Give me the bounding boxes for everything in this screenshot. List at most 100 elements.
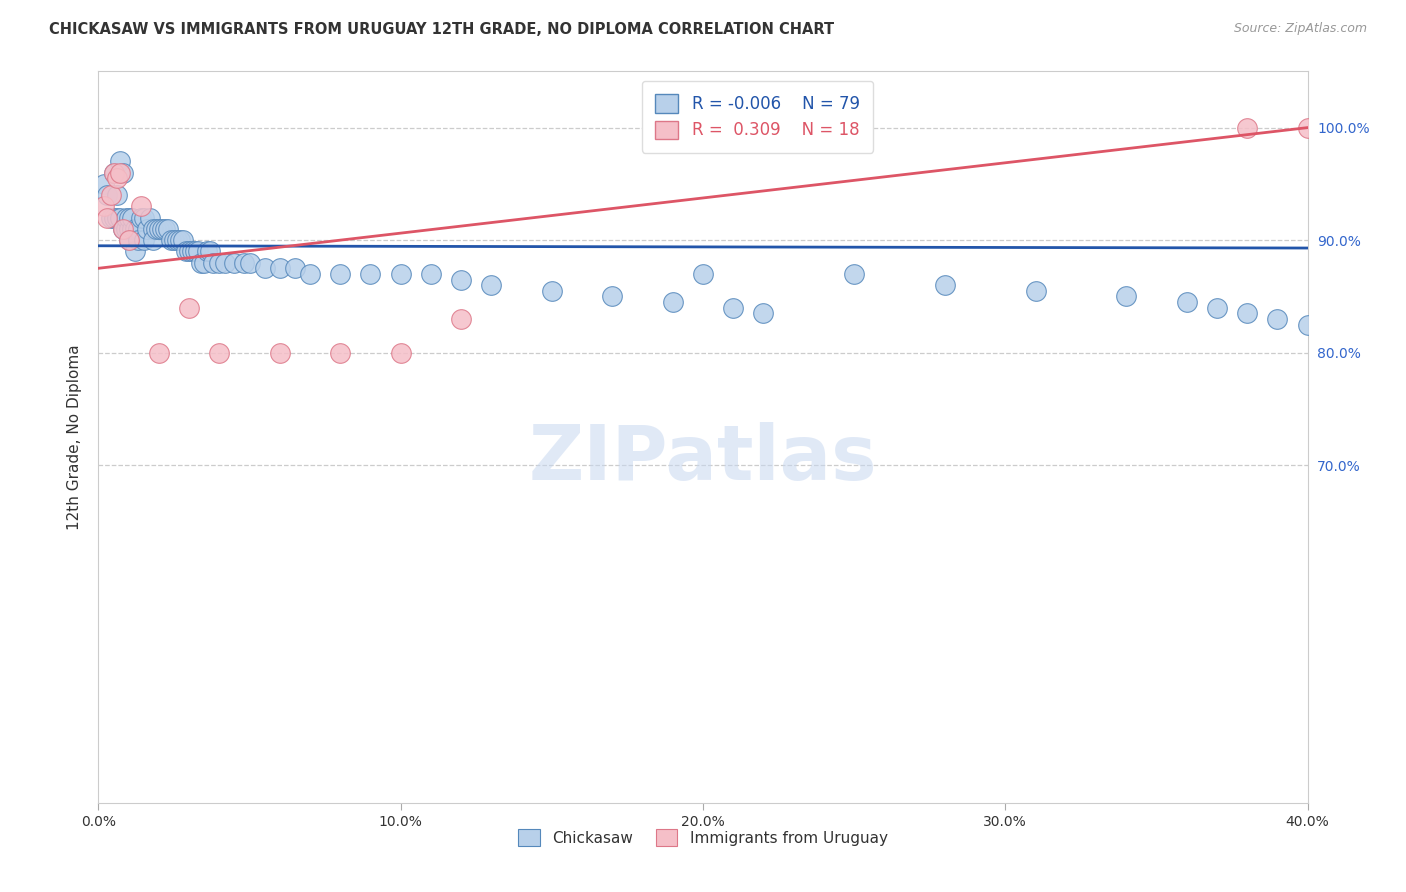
Point xyxy=(105,188,128,202)
Point xyxy=(269,345,291,359)
Legend: Chickasaw, Immigrants from Uruguay: Chickasaw, Immigrants from Uruguay xyxy=(510,822,896,854)
Point xyxy=(661,295,683,310)
Point xyxy=(1175,295,1198,310)
Point xyxy=(118,233,141,247)
Point xyxy=(142,222,165,236)
Point xyxy=(844,267,866,281)
Point xyxy=(93,177,115,191)
Point xyxy=(193,255,215,269)
Point xyxy=(129,199,152,213)
Point xyxy=(1296,120,1319,135)
Point xyxy=(108,166,131,180)
Point xyxy=(1024,284,1046,298)
Point xyxy=(1115,289,1137,303)
Point xyxy=(389,345,412,359)
Point xyxy=(184,244,207,259)
Point xyxy=(1236,306,1258,320)
Point xyxy=(150,222,173,236)
Point xyxy=(214,255,236,269)
Point xyxy=(105,171,128,186)
Point xyxy=(105,211,128,225)
Text: CHICKASAW VS IMMIGRANTS FROM URUGUAY 12TH GRADE, NO DIPLOMA CORRELATION CHART: CHICKASAW VS IMMIGRANTS FROM URUGUAY 12T… xyxy=(49,22,834,37)
Point xyxy=(224,255,246,269)
Point xyxy=(103,166,125,180)
Point xyxy=(100,211,122,225)
Point xyxy=(153,222,176,236)
Point xyxy=(752,306,775,320)
Point xyxy=(1206,301,1229,315)
Point xyxy=(121,211,143,225)
Point xyxy=(121,222,143,236)
Point xyxy=(200,244,222,259)
Point xyxy=(934,278,956,293)
Point xyxy=(190,255,212,269)
Point xyxy=(118,211,141,225)
Point xyxy=(208,255,231,269)
Point xyxy=(299,267,322,281)
Point xyxy=(111,222,134,236)
Point xyxy=(142,233,165,247)
Point xyxy=(132,211,155,225)
Point xyxy=(208,345,231,359)
Point xyxy=(172,233,194,247)
Point xyxy=(108,154,131,169)
Point xyxy=(163,233,186,247)
Point xyxy=(114,211,136,225)
Point xyxy=(103,211,125,225)
Point xyxy=(239,255,262,269)
Y-axis label: 12th Grade, No Diploma: 12th Grade, No Diploma xyxy=(66,344,82,530)
Point xyxy=(111,166,134,180)
Point xyxy=(450,272,472,286)
Point xyxy=(160,233,183,247)
Point xyxy=(139,211,162,225)
Point xyxy=(145,222,167,236)
Point xyxy=(179,244,201,259)
Point xyxy=(181,244,204,259)
Point xyxy=(148,345,170,359)
Point xyxy=(253,261,276,276)
Point xyxy=(127,233,149,247)
Point xyxy=(420,267,443,281)
Point xyxy=(187,244,209,259)
Point xyxy=(284,261,307,276)
Point xyxy=(135,222,157,236)
Point xyxy=(389,267,412,281)
Point xyxy=(202,255,225,269)
Point xyxy=(692,267,714,281)
Point xyxy=(1267,312,1289,326)
Point xyxy=(111,222,134,236)
Point xyxy=(108,211,131,225)
Point xyxy=(723,301,745,315)
Point xyxy=(269,261,291,276)
Point xyxy=(124,244,146,259)
Point xyxy=(174,244,197,259)
Point xyxy=(132,233,155,247)
Text: Source: ZipAtlas.com: Source: ZipAtlas.com xyxy=(1233,22,1367,36)
Point xyxy=(602,289,624,303)
Text: ZIPatlas: ZIPatlas xyxy=(529,422,877,496)
Point xyxy=(179,301,201,315)
Point xyxy=(156,222,179,236)
Point xyxy=(329,267,352,281)
Point xyxy=(124,222,146,236)
Point xyxy=(118,233,141,247)
Point xyxy=(96,188,118,202)
Point xyxy=(129,211,152,225)
Point xyxy=(360,267,382,281)
Point xyxy=(93,199,115,213)
Point xyxy=(540,284,562,298)
Point xyxy=(148,222,170,236)
Point xyxy=(1296,318,1319,332)
Point xyxy=(1236,120,1258,135)
Point xyxy=(232,255,254,269)
Point xyxy=(481,278,503,293)
Point xyxy=(118,222,141,236)
Point xyxy=(166,233,188,247)
Point xyxy=(100,188,122,202)
Point xyxy=(450,312,472,326)
Point xyxy=(127,222,149,236)
Point xyxy=(96,211,118,225)
Point xyxy=(195,244,218,259)
Point xyxy=(114,222,136,236)
Point xyxy=(329,345,352,359)
